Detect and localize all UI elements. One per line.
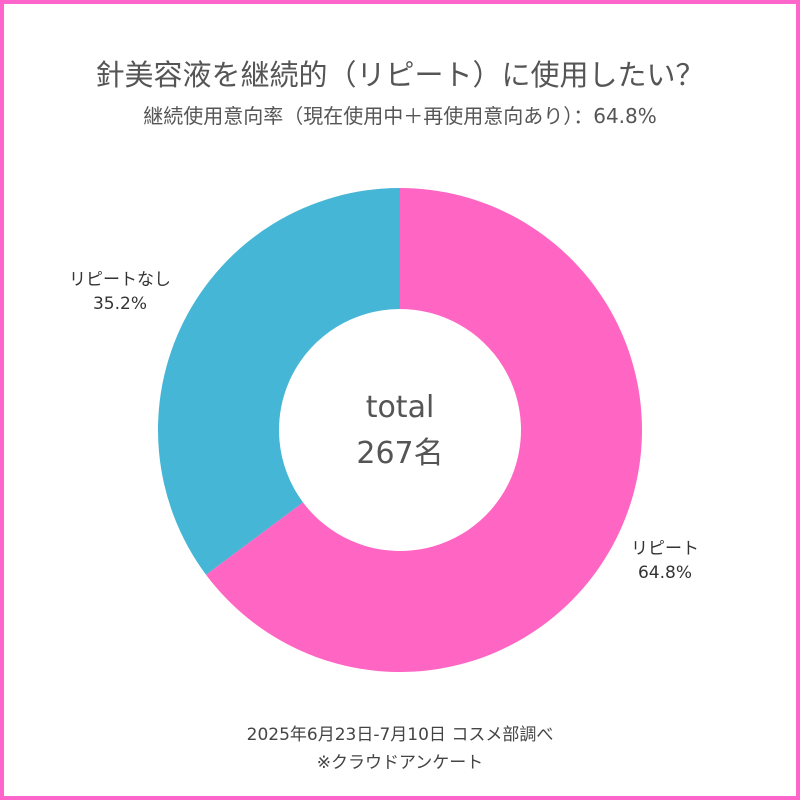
chart-title: 針美容液を継続的（リピート）に使用したい？ bbox=[95, 58, 705, 92]
slice-label-repeat: リピート 64.8% bbox=[610, 537, 720, 585]
center-total-label: total bbox=[365, 390, 435, 425]
donut-slice-no-repeat bbox=[158, 188, 400, 575]
slice-label-repeat-name: リピート bbox=[631, 539, 699, 559]
footer-source: 2025年6月23日-7月10日 コスメ部調べ bbox=[246, 725, 554, 745]
donut-slice-repeat bbox=[206, 188, 642, 672]
slice-label-no-repeat-name: リピートなし bbox=[69, 270, 171, 290]
chart-subtitle: 継続使用意向率（現在使用中＋再使用意向あり）：64.8% bbox=[143, 104, 657, 128]
footer-note: ※クラウドアンケート bbox=[316, 753, 484, 773]
slice-label-repeat-value: 64.8% bbox=[637, 563, 692, 583]
center-total-count: 267名 bbox=[356, 436, 444, 471]
slice-label-no-repeat: リピートなし 35.2% bbox=[50, 268, 190, 316]
slice-label-no-repeat-value: 35.2% bbox=[92, 294, 147, 314]
